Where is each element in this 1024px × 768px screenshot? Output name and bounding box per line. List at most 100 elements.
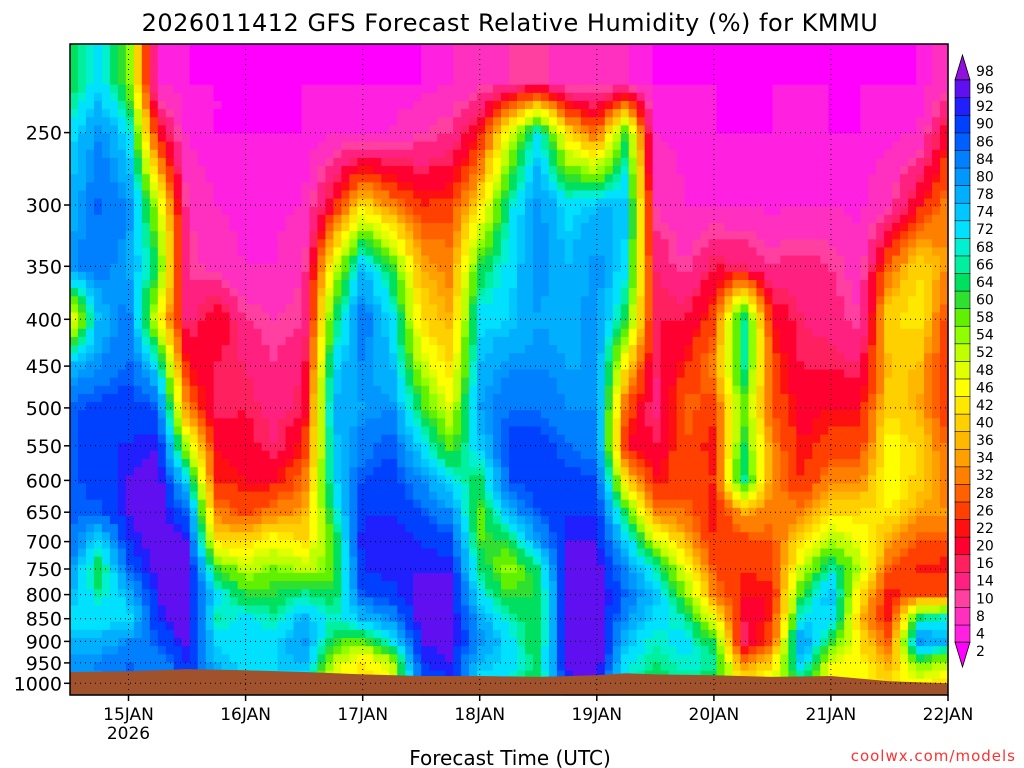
heatmap-cell — [141, 385, 151, 395]
heatmap-cell — [301, 263, 311, 273]
heatmap-cell — [189, 605, 199, 615]
heatmap-cell — [253, 483, 263, 493]
heatmap-cell — [101, 345, 111, 354]
heatmap-cell — [237, 629, 247, 639]
heatmap-cell — [540, 572, 550, 582]
heatmap-cell — [540, 515, 550, 525]
heatmap-cell — [429, 223, 438, 232]
heatmap-cell — [556, 206, 566, 216]
heatmap-cell — [269, 475, 279, 485]
heatmap-cell — [485, 621, 494, 631]
heatmap-cell — [532, 459, 542, 468]
heatmap-cell — [397, 125, 406, 135]
heatmap-cell — [261, 190, 271, 200]
heatmap-cell — [485, 296, 494, 305]
heatmap-cell — [70, 239, 79, 249]
heatmap-cell — [293, 629, 303, 639]
heatmap-cell — [397, 141, 406, 151]
heatmap-cell — [325, 117, 334, 126]
heatmap-cell — [253, 605, 263, 615]
heatmap-cell — [197, 572, 207, 582]
heatmap-cell — [333, 263, 342, 273]
heatmap-cell — [269, 385, 279, 395]
heatmap-cell — [333, 410, 342, 419]
heatmap-cell — [117, 44, 127, 53]
heatmap-cell — [381, 304, 390, 314]
heatmap-cell — [333, 483, 342, 493]
heatmap-cell — [532, 385, 542, 395]
heatmap-cell — [413, 393, 422, 403]
heatmap-cell — [477, 198, 486, 208]
heatmap-cell — [109, 247, 119, 257]
heatmap-cell — [341, 459, 350, 468]
heatmap-cell — [485, 572, 494, 582]
heatmap-cell — [413, 426, 422, 436]
heatmap-cell — [237, 507, 247, 517]
heatmap-cell — [141, 328, 151, 338]
heatmap-cell — [157, 467, 167, 476]
heatmap-cell — [277, 662, 287, 672]
heatmap-cell — [429, 670, 438, 680]
heatmap-cell — [77, 393, 87, 403]
heatmap-cell — [165, 621, 175, 631]
heatmap-cell — [293, 84, 303, 94]
heatmap-cell — [93, 483, 103, 493]
heatmap-cell — [109, 312, 119, 322]
heatmap-cell — [477, 174, 486, 183]
heatmap-cell — [556, 320, 566, 330]
heatmap-cell — [317, 166, 327, 175]
heatmap-cell — [501, 157, 510, 167]
heatmap-cell — [117, 621, 127, 631]
heatmap-cell — [229, 52, 239, 61]
heatmap-cell — [301, 434, 311, 444]
heatmap-cell — [165, 133, 175, 143]
heatmap-cell — [469, 239, 478, 249]
heatmap-cell — [253, 638, 263, 647]
heatmap-cell — [349, 507, 358, 517]
heatmap-cell — [181, 157, 191, 167]
heatmap-cell — [493, 76, 502, 86]
heatmap-cell — [421, 206, 430, 216]
heatmap-cell — [485, 491, 494, 501]
heatmap-cell — [540, 540, 550, 550]
heatmap-cell — [125, 239, 135, 249]
heatmap-cell — [413, 247, 422, 257]
heatmap-cell — [501, 646, 510, 655]
heatmap-cell — [540, 589, 550, 598]
heatmap-cell — [85, 198, 95, 208]
heatmap-cell — [165, 589, 175, 598]
heatmap-cell — [357, 296, 366, 305]
heatmap-cell — [253, 174, 263, 183]
heatmap-cell — [485, 467, 494, 476]
heatmap-cell — [141, 426, 151, 436]
heatmap-cell — [469, 475, 478, 485]
heatmap-cell — [301, 109, 311, 118]
heatmap-cell — [532, 572, 542, 582]
heatmap-cell — [245, 100, 255, 110]
heatmap-cell — [317, 328, 327, 338]
heatmap-cell — [381, 434, 390, 444]
heatmap-cell — [349, 442, 358, 452]
heatmap-cell — [333, 426, 342, 436]
heatmap-cell — [429, 654, 438, 664]
heatmap-cell — [405, 84, 414, 94]
heatmap-cell — [389, 149, 398, 159]
heatmap-cell — [293, 589, 303, 598]
heatmap-cell — [532, 605, 542, 615]
heatmap-cell — [429, 556, 438, 566]
heatmap-cell — [213, 92, 223, 102]
heatmap-cell — [445, 296, 454, 305]
heatmap-cell — [181, 467, 191, 476]
heatmap-cell — [181, 662, 191, 672]
heatmap-cell — [349, 353, 358, 362]
heatmap-cell — [317, 263, 327, 273]
heatmap-cell — [157, 524, 167, 533]
heatmap-cell — [325, 141, 334, 151]
heatmap-cell — [109, 263, 119, 273]
heatmap-cell — [149, 214, 159, 224]
heatmap-cell — [141, 296, 151, 305]
heatmap-cell — [85, 263, 95, 273]
heatmap-cell — [269, 312, 279, 322]
heatmap-cell — [133, 410, 143, 419]
heatmap-cell — [389, 548, 398, 558]
